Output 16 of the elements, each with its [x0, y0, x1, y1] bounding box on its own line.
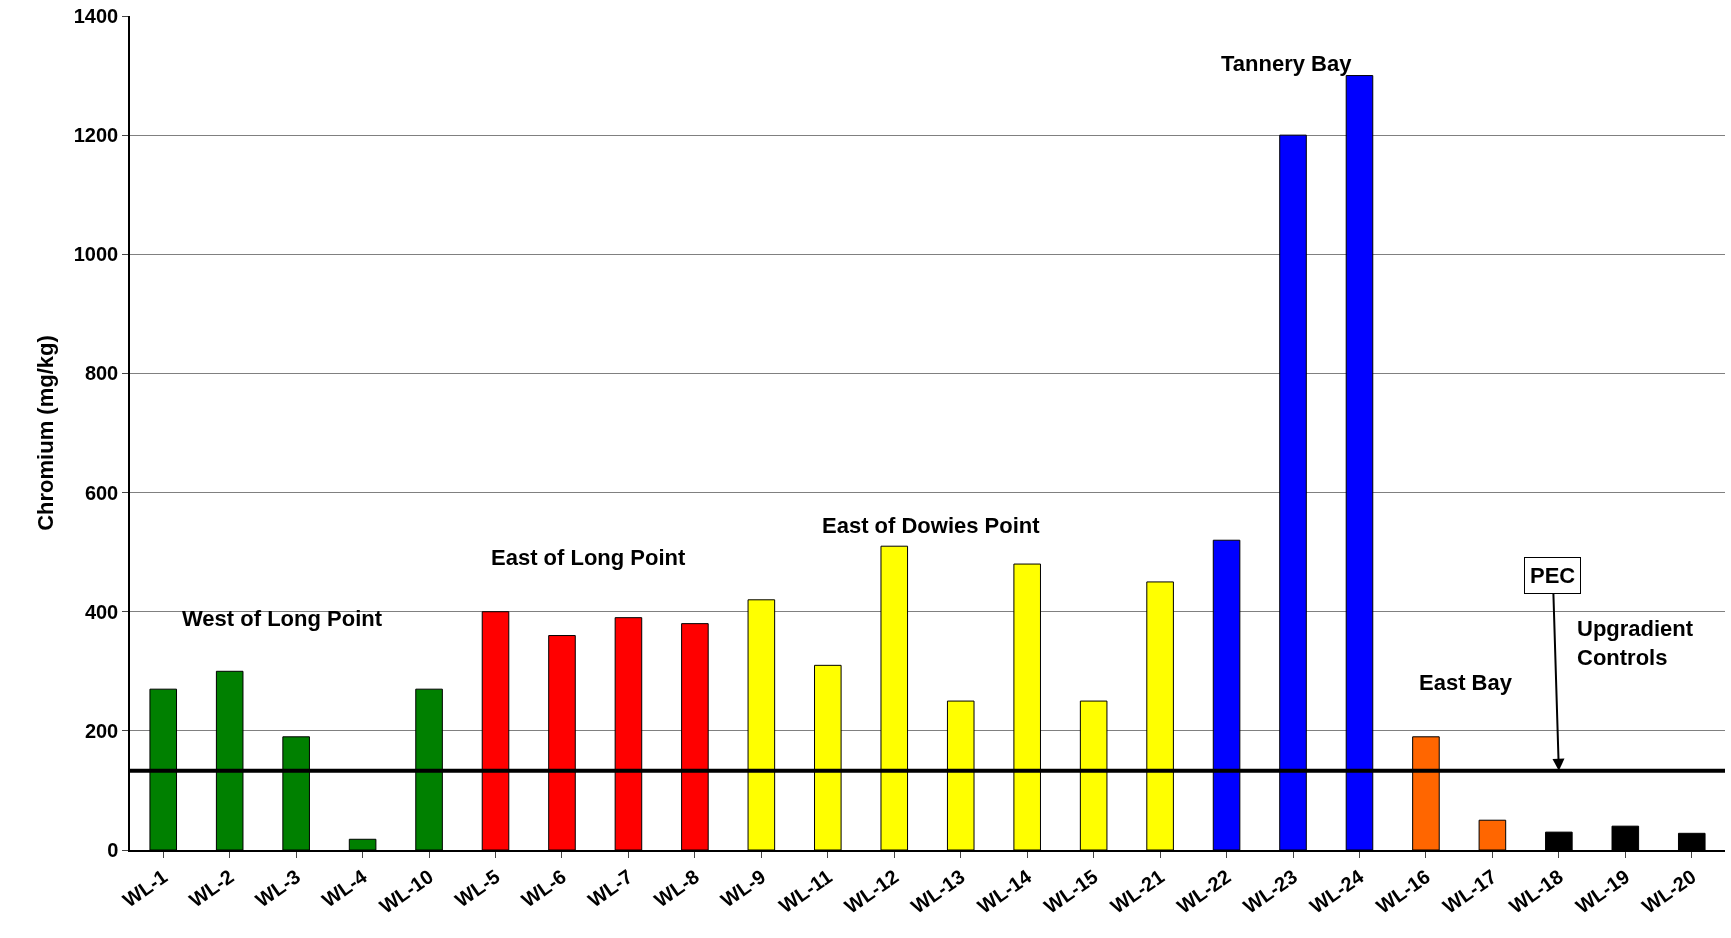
y-tick-label: 800 [84, 362, 119, 385]
y-tick-label: 1200 [73, 124, 119, 147]
annotation: East of Dowies Point [822, 513, 1041, 538]
y-tick-label: 1000 [73, 243, 119, 266]
y-axis-title: Chromium (mg/kg) [33, 335, 59, 531]
annotation: East Bay [1419, 670, 1513, 695]
annotation: West of Long Point [182, 606, 383, 631]
y-tick-label: 1400 [73, 5, 119, 27]
y-tick-label: 400 [84, 600, 119, 623]
y-tick-label: 0 [107, 839, 119, 861]
ref-line-label: PEC [1530, 563, 1576, 588]
annotation: East of Long Point [491, 545, 686, 570]
y-tick-label: 200 [84, 719, 119, 742]
y-tick-label: 600 [84, 481, 119, 504]
annotation: Upgradient Controls [1577, 616, 1694, 670]
annotation: Tannery Bay [1221, 51, 1353, 76]
